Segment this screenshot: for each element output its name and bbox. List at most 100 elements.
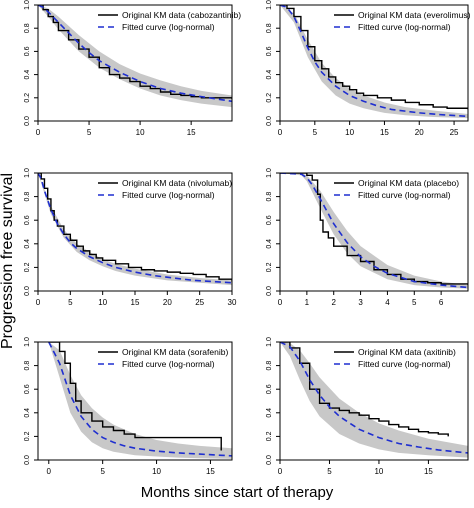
x-tick-label: 15 — [187, 128, 196, 137]
legend-km-label: Original KM data (cabozantinib) — [122, 10, 241, 20]
plot-area — [280, 173, 468, 289]
legend-fitted-label: Fitted curve (log-normal) — [122, 359, 215, 369]
x-tick-label: 0 — [278, 298, 283, 307]
x-tick-label: 5 — [313, 128, 318, 137]
legend-km-label: Original KM data (nivolumab) — [122, 178, 232, 188]
confidence-band — [38, 5, 232, 108]
fitted-lognormal-line — [38, 5, 232, 103]
x-tick-label: 4 — [385, 298, 390, 307]
legend-km-label: Original KM data (sorafenib) — [122, 347, 228, 357]
y-tick-label: 0.6 — [24, 46, 31, 56]
y-tick-label: 0.8 — [266, 192, 273, 202]
y-tick-label: 0.2 — [266, 431, 273, 441]
confidence-band — [280, 5, 468, 119]
y-tick-label: 0.4 — [266, 70, 273, 80]
x-tick-label: 0 — [47, 467, 52, 476]
x-tick-label: 25 — [195, 298, 204, 307]
y-tick-label: 0.6 — [24, 384, 31, 394]
x-tick-label: 0 — [36, 298, 41, 307]
y-tick-label: 0.2 — [266, 262, 273, 272]
plot-frame — [37, 4, 233, 122]
legend-fitted-label: Fitted curve (log-normal) — [122, 190, 215, 200]
plot-frame — [279, 172, 469, 292]
plot-area — [38, 5, 232, 108]
panel-1: 0 5 10 15 0.0 0.2 0.4 0.6 0.8 1.0 Original KM data… — [24, 0, 241, 137]
legend-km-label: Original KM data (placebo) — [358, 178, 459, 188]
panel-5: 0 5 10 15 0.0 0.2 0.4 0.6 0.8 1.0 Original KM data… — [24, 337, 233, 476]
y-tick-label: 0.8 — [24, 361, 31, 371]
x-tick-label: 6 — [439, 298, 444, 307]
x-tick-label: 5 — [327, 467, 332, 476]
y-tick-label: 0.2 — [24, 93, 31, 103]
y-tick-label: 0.4 — [24, 70, 31, 80]
plot-frame — [279, 4, 469, 122]
y-tick-label: 0.4 — [266, 239, 273, 249]
y-tick-label: 0.4 — [24, 239, 31, 249]
confidence-band — [48, 342, 232, 459]
x-tick-label: 5 — [100, 467, 105, 476]
x-tick-label: 5 — [87, 128, 92, 137]
fitted-lognormal-line — [280, 5, 468, 118]
confidence-band — [280, 342, 468, 458]
km-step-line — [280, 173, 468, 286]
panel-4: 0 1 2 3 4 5 6 0.0 0.2 0.4 0.6 0.8 1.0 Original KM dat… — [266, 168, 469, 307]
km-step-line — [38, 173, 232, 282]
x-tick-label: 3 — [358, 298, 363, 307]
y-tick-label: 0.2 — [24, 262, 31, 272]
y-tick-label: 1.0 — [24, 337, 31, 347]
x-tick-label: 10 — [152, 467, 161, 476]
km-step-line — [38, 5, 232, 99]
km-step-line — [48, 342, 222, 451]
y-tick-label: 0.2 — [24, 431, 31, 441]
fitted-lognormal-line — [280, 342, 468, 454]
y-tick-label: 1.0 — [266, 337, 273, 347]
km-step-line — [280, 5, 468, 110]
x-tick-label: 10 — [136, 128, 145, 137]
y-tick-label: 0.8 — [266, 23, 273, 33]
x-tick-label: 1 — [305, 298, 310, 307]
panel-2: 0 5 10 15 20 25 0.0 0.2 0.4 0.6 0.8 1.0 Original KM … — [266, 0, 471, 137]
y-tick-label: 0.0 — [266, 455, 273, 465]
y-tick-label: 0.6 — [266, 46, 273, 56]
x-tick-label: 10 — [345, 128, 354, 137]
y-tick-label: 0.6 — [266, 384, 273, 394]
y-tick-label: 0.0 — [266, 286, 273, 296]
y-axis-label: Progression free survival — [0, 172, 16, 350]
legend-km-label: Original KM data (everolimus) — [358, 10, 471, 20]
y-tick-label: 1.0 — [24, 168, 31, 178]
legend-fitted-label: Fitted curve (log-normal) — [358, 22, 451, 32]
y-tick-label: 0.0 — [24, 116, 31, 126]
y-tick-label: 1.0 — [266, 0, 273, 10]
y-tick-label: 0.4 — [266, 408, 273, 418]
confidence-band — [38, 173, 232, 286]
y-tick-label: 0.6 — [24, 215, 31, 225]
x-tick-label: 15 — [380, 128, 389, 137]
legend-km-label: Original KM data (axitinib) — [358, 347, 456, 357]
y-tick-label: 0.4 — [24, 408, 31, 418]
x-tick-label: 0 — [36, 128, 41, 137]
fitted-lognormal-line — [48, 342, 232, 457]
y-tick-label: 0.8 — [24, 192, 31, 202]
panel-3: 0 5 10 15 20 25 30 0.0 0.2 0.4 0.6 0.8 1.0 Original K… — [24, 168, 237, 307]
y-tick-label: 1.0 — [266, 168, 273, 178]
plot-area — [280, 5, 468, 119]
x-tick-label: 10 — [98, 298, 107, 307]
x-tick-label: 0 — [278, 467, 283, 476]
x-tick-label: 15 — [131, 298, 140, 307]
y-tick-label: 0.2 — [266, 93, 273, 103]
legend-fitted-label: Fitted curve (log-normal) — [358, 190, 451, 200]
plot-area — [280, 342, 468, 458]
plot-frame — [279, 341, 469, 461]
panel-6: 0 5 10 15 0.0 0.2 0.4 0.6 0.8 1.0 Original KM data… — [266, 337, 469, 476]
plot-frame — [37, 341, 233, 461]
x-tick-label: 15 — [206, 467, 215, 476]
x-tick-label: 10 — [374, 467, 383, 476]
y-tick-label: 1.0 — [24, 0, 31, 10]
legend-fitted-label: Fitted curve (log-normal) — [122, 22, 215, 32]
x-tick-label: 5 — [412, 298, 417, 307]
x-tick-label: 15 — [424, 467, 433, 476]
y-tick-label: 0.0 — [24, 455, 31, 465]
x-tick-label: 2 — [331, 298, 336, 307]
